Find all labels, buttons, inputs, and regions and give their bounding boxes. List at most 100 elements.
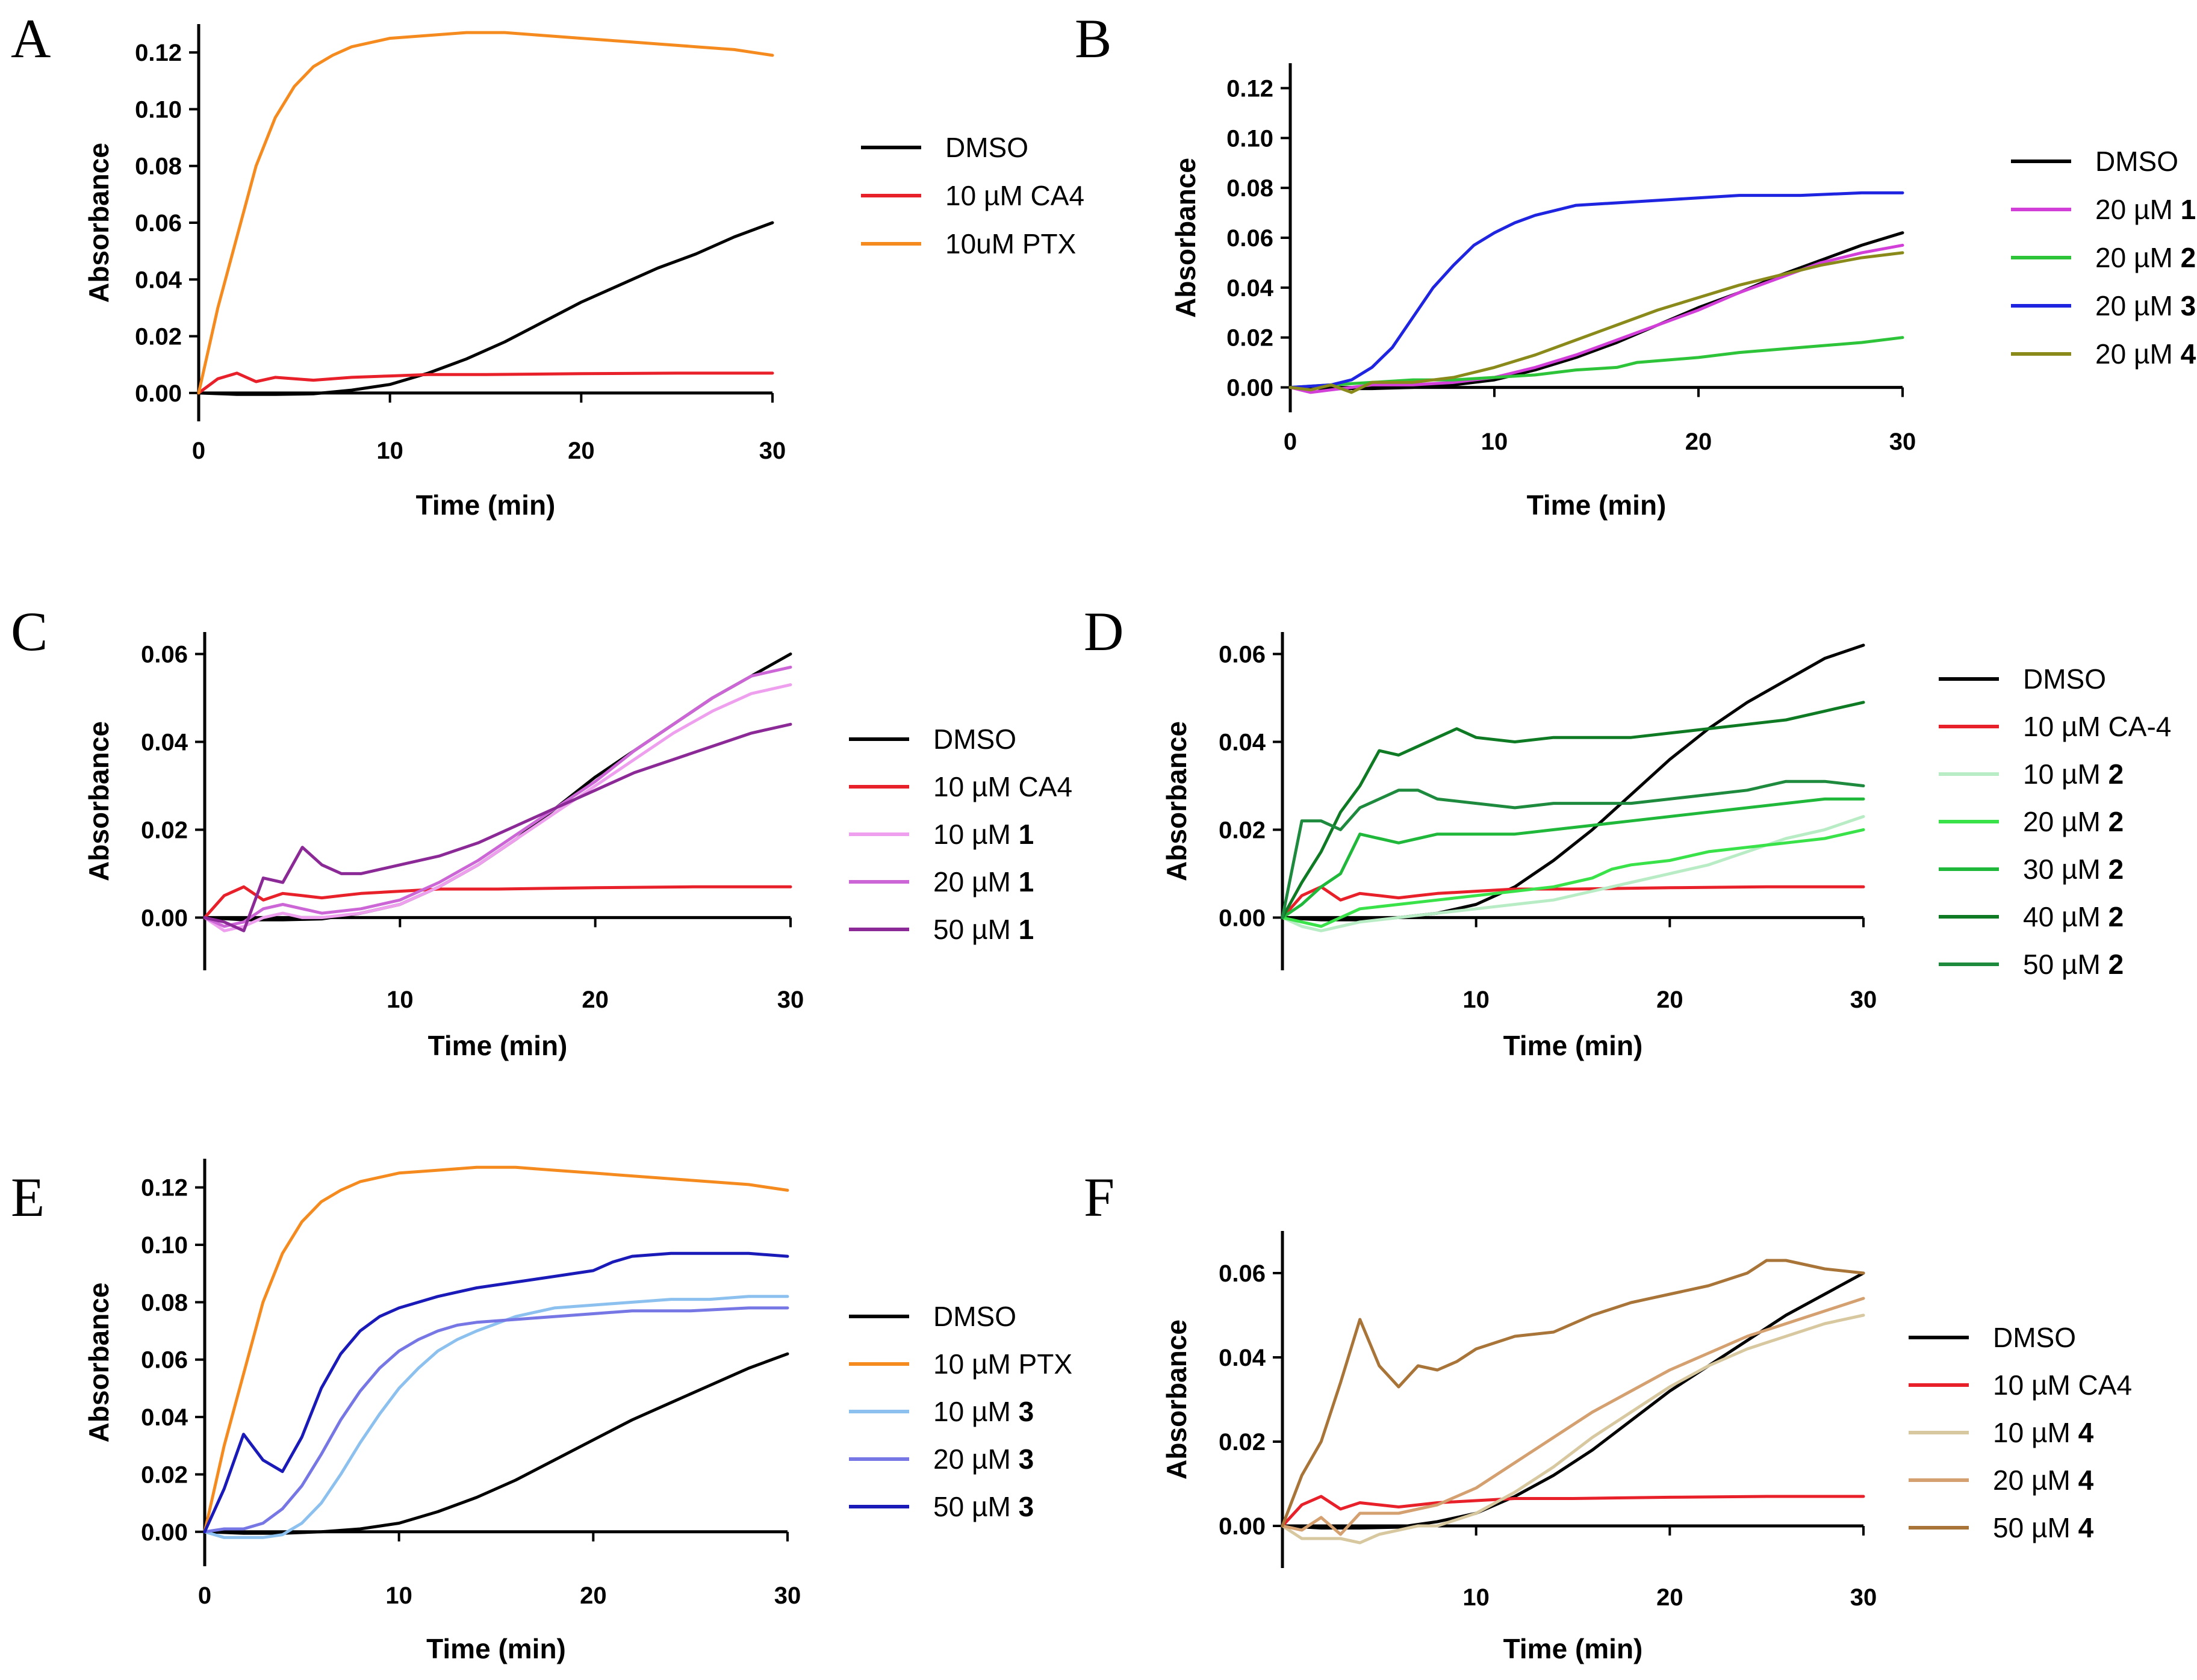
y-tick-label: 0.02 (135, 324, 182, 350)
legend-label-text: 30 µM (2023, 854, 2108, 885)
x-tick-label: 30 (1889, 429, 1916, 455)
y-tick-label: 0.06 (141, 1347, 188, 1374)
legend-label: 50 µM 2 (2023, 949, 2124, 980)
x-axis-title: Time (min) (426, 1633, 566, 1664)
legend-label-text: 20 µM (2095, 338, 2181, 370)
series-line-0 (203, 1352, 789, 1535)
y-axis-title: Absorbance (83, 1283, 114, 1443)
x-tick-label: 20 (580, 1582, 607, 1609)
y-tick-label: 0.06 (1226, 225, 1273, 252)
legend-label: 20 µM 3 (933, 1443, 1034, 1475)
panel-f: F 0.00 0.02 0.04 0.06 10 20 30 Time (min) Absorba… (1084, 1167, 2132, 1664)
series-line-4 (203, 1251, 789, 1534)
y-tick-label: 0.06 (1219, 1260, 1266, 1287)
legend-label: 20 µM 2 (2095, 242, 2196, 273)
x-tick-label: 10 (376, 438, 403, 464)
y-tick-label: 0.02 (141, 817, 188, 843)
series-line-0 (197, 221, 774, 396)
y-tick-label: 0.02 (1226, 325, 1273, 352)
legend-label-compound: 4 (2078, 1417, 2094, 1448)
legend-label-text: 50 µM (933, 914, 1019, 945)
series-line-6 (1281, 780, 1865, 919)
legend-label-text: 20 µM (2095, 194, 2181, 225)
series-line-2 (197, 31, 774, 395)
legend-label: 20 µM 4 (1993, 1465, 2094, 1496)
legend-label-text: 10 µM CA-4 (2023, 711, 2171, 742)
legend-label-compound: 4 (2181, 338, 2196, 370)
panel-b: B 0.00 0.02 0.04 0.06 0.08 0.10 0.12 0 10 20 30 Time… (1075, 8, 2196, 521)
y-tick-label: 0.08 (135, 153, 182, 180)
legend-label-compound: 3 (1019, 1396, 1034, 1427)
legend-label-compound: 3 (2181, 290, 2196, 321)
x-tick-label: 30 (759, 438, 786, 464)
legend-label-text: 20 µM (1993, 1465, 2078, 1496)
x-tick-label: 30 (1850, 987, 1877, 1013)
y-tick-label: 0.04 (1226, 275, 1274, 302)
panel-letter: A (11, 8, 51, 69)
legend-label-text: 10 µM (2023, 758, 2108, 790)
legend-label-compound: 1 (1019, 819, 1034, 850)
series-line-1 (203, 1165, 789, 1534)
series-line-4 (1288, 251, 1904, 394)
panel-d: D 0.00 0.02 0.04 0.06 10 20 30 Time (min) Absorba… (1084, 601, 2171, 1061)
x-axis-title: Time (min) (1503, 1633, 1643, 1664)
legend-label-text: 50 µM (933, 1491, 1019, 1522)
y-tick-label: 0.10 (141, 1232, 188, 1259)
legend-label-text: 20 µM (933, 866, 1019, 897)
x-tick-label: 30 (777, 987, 804, 1013)
legend-label-compound: 4 (2078, 1512, 2094, 1543)
y-tick-label: 0.08 (1226, 175, 1273, 202)
panel-letter: D (1084, 601, 1123, 662)
y-tick-label: 0.06 (141, 641, 188, 668)
legend-label: DMSO (933, 1301, 1016, 1332)
legend-label: 10 µM CA-4 (2023, 711, 2171, 742)
series-line-3 (1281, 1297, 1865, 1536)
legend-label-text: 20 µM (2023, 806, 2108, 837)
series-line-4 (1281, 1259, 1865, 1528)
legend-label-compound: 2 (2108, 854, 2124, 885)
series-line-1 (197, 371, 774, 395)
series-line-4 (1281, 797, 1865, 919)
series-line-4 (203, 722, 792, 932)
series-line-2 (1281, 1313, 1865, 1545)
y-tick-label: 0.04 (141, 1404, 188, 1431)
series-line-2 (203, 683, 792, 932)
x-tick-label: 10 (1462, 987, 1490, 1013)
y-axis-title: Absorbance (83, 721, 114, 881)
y-tick-label: 0.00 (1219, 1513, 1266, 1540)
x-tick-label: 20 (1656, 987, 1683, 1013)
legend-label-text: 10 µM CA4 (1993, 1369, 2132, 1401)
series-line-3 (1281, 828, 1865, 928)
legend-label-text: 10 µM (1993, 1417, 2078, 1448)
legend-label-text: 20 µM (2095, 290, 2181, 321)
legend-label-compound: 2 (2108, 758, 2124, 790)
legend-label: 50 µM 1 (933, 914, 1034, 945)
series-line-1 (1288, 243, 1904, 394)
legend-label-compound: 1 (1019, 866, 1034, 897)
x-tick-label: 0 (1284, 429, 1297, 455)
y-tick-label: 0.00 (135, 380, 182, 407)
x-tick-label: 0 (198, 1582, 211, 1609)
legend-label-text: 10 µM CA4 (933, 771, 1072, 802)
legend-label-text: 50 µM (1993, 1512, 2078, 1543)
panel-e: E 0.00 0.02 0.04 0.06 0.08 0.10 0.12 0 10 20 30 Time… (11, 1159, 1072, 1664)
legend-label: 20 µM 4 (2095, 338, 2196, 370)
panel-a: A 0.00 0.02 0.04 0.06 0.08 0.10 0.12 0 10 20 30 Time… (11, 8, 1084, 521)
legend-label-compound: 4 (2078, 1465, 2094, 1496)
legend-label: 20 µM 1 (933, 866, 1034, 897)
legend-label: DMSO (2095, 146, 2178, 177)
legend-label-text: 20 µM (933, 1443, 1019, 1475)
legend-label: 20 µM 2 (2023, 806, 2124, 837)
y-tick-label: 0.10 (135, 96, 182, 123)
series-line-1 (1281, 1495, 1865, 1528)
legend-label: 30 µM 2 (2023, 854, 2124, 885)
legend-label-text: 10 µM (933, 1396, 1019, 1427)
x-tick-label: 0 (192, 438, 205, 464)
panel-c: C 0.00 0.02 0.04 0.06 10 20 30 Time (min) Absorba… (11, 601, 1072, 1061)
series-line-2 (1281, 815, 1865, 932)
legend-label-text: 40 µM (2023, 901, 2108, 932)
panel-letter: F (1084, 1167, 1114, 1228)
series-line-0 (203, 652, 792, 922)
y-tick-label: 0.06 (135, 210, 182, 237)
